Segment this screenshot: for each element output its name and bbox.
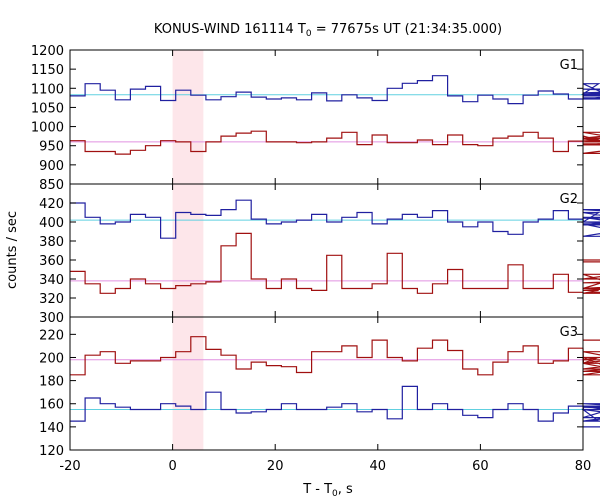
y-tick-label: 900 <box>39 159 64 174</box>
y-tick-label: 320 <box>39 292 64 307</box>
count-rate-series <box>70 130 600 155</box>
trigger-highlight-band <box>172 50 204 450</box>
panel-label: G3 <box>560 325 578 340</box>
y-tick-label: 950 <box>39 140 64 155</box>
panel-g3: 120 140 160 180 200 220 G3 <box>39 316 600 459</box>
y-tick-label: 300 <box>39 311 64 326</box>
y-tick-label: 220 <box>39 328 64 343</box>
y-tick-label: 1050 <box>31 101 64 116</box>
x-tick-label: 0 <box>168 459 176 474</box>
y-tick-label: 400 <box>39 216 64 231</box>
x-tick-label: 40 <box>370 459 387 474</box>
plot-area: 85090095010001050110011501200G1300320340… <box>31 44 600 474</box>
y-tick-label: 420 <box>39 197 64 212</box>
panel-frame <box>69 183 584 318</box>
panel-frame <box>69 316 584 451</box>
panel-g1: 850 900 950 1000 1050 1100 1150 1200 G1 <box>31 44 600 193</box>
x-tick-label: -20 <box>59 459 80 474</box>
y-tick-label: 340 <box>39 273 64 288</box>
y-tick-label: 360 <box>39 254 64 269</box>
y-tick-label: 160 <box>39 398 64 413</box>
x-tick-label: 80 <box>575 459 592 474</box>
y-tick-label: 200 <box>39 351 64 366</box>
panel-label: G2 <box>560 192 578 207</box>
count-rate-series <box>70 199 600 239</box>
count-rate-series <box>70 232 600 294</box>
panel-frame <box>69 49 584 185</box>
y-tick-label: 850 <box>39 178 64 193</box>
y-tick-label: 1100 <box>31 82 64 97</box>
y-tick-label: 120 <box>39 444 64 459</box>
panel-g2: 300 320 340 360 380 400 420 G2 <box>39 183 600 326</box>
chart-title: KONUS-WIND 161114 T0 = 77675s UT (21:34:… <box>154 22 502 39</box>
x-tick-label: 60 <box>472 459 489 474</box>
count-rate-series <box>70 385 600 428</box>
y-axis-label: counts / sec <box>5 211 20 289</box>
panel-label: G1 <box>560 58 578 73</box>
y-tick-label: 380 <box>39 235 64 250</box>
y-tick-label: 1000 <box>31 121 64 136</box>
count-rate-series <box>70 336 600 376</box>
x-tick-label: 20 <box>267 459 284 474</box>
y-tick-label: 1200 <box>31 44 64 59</box>
x-axis-label: T - T0, s <box>302 482 353 499</box>
y-tick-label: 140 <box>39 421 64 436</box>
count-rate-series <box>70 75 600 105</box>
y-tick-label: 180 <box>39 375 64 390</box>
y-tick-label: 1150 <box>31 63 64 78</box>
